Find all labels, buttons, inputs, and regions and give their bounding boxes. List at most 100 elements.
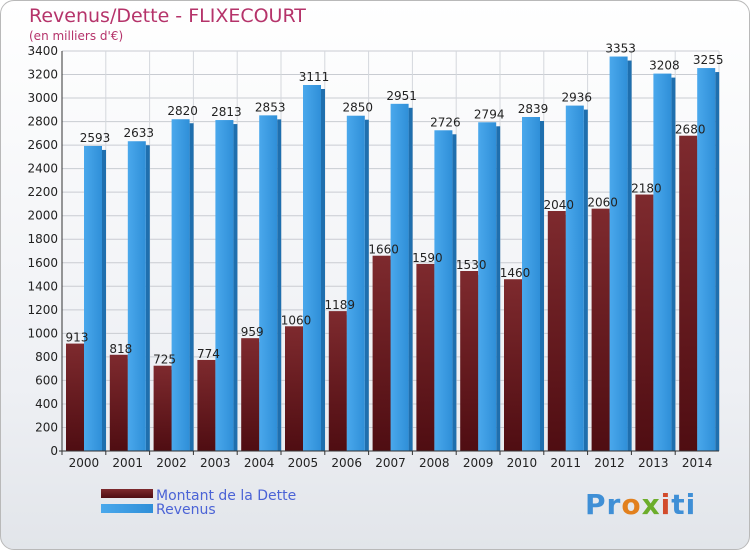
bar-dette <box>241 338 260 451</box>
bar-revenus-shadow <box>627 60 632 451</box>
data-label-revenus: 2853 <box>255 100 286 114</box>
data-label-revenus: 3208 <box>649 59 680 73</box>
x-tick-label: 2000 <box>69 456 100 470</box>
data-label-dette: 1590 <box>412 251 443 265</box>
bar-revenus <box>84 145 102 452</box>
bar-revenus <box>478 122 497 451</box>
data-label-dette: 1060 <box>281 313 312 327</box>
data-label-revenus: 2794 <box>474 107 505 121</box>
bar-revenus <box>390 103 409 451</box>
data-label-dette: 1660 <box>368 243 399 257</box>
labels-layer: 913 2593 818 2633 725 2820 774 2813 959 2853 1060 3… <box>66 42 724 367</box>
data-label-dette: 2180 <box>631 182 662 196</box>
y-tick-label: 600 <box>35 373 58 387</box>
bar-dette <box>197 359 216 451</box>
y-tick-label: 3000 <box>27 91 58 105</box>
y-tick-label: 1200 <box>27 303 58 317</box>
bar-revenus-shadow <box>364 119 369 452</box>
legend: Montant de la Dette Revenus <box>101 488 296 518</box>
bar-revenus <box>522 117 540 451</box>
bar-revenus <box>127 141 146 451</box>
y-tick-label: 2200 <box>27 185 58 199</box>
bar-revenus-shadow <box>321 89 325 451</box>
y-tick-label: 2400 <box>27 162 58 176</box>
y-tick-label: 1800 <box>27 232 58 246</box>
chart-title: Revenus/Dette - FLIXECOURT <box>29 5 306 27</box>
legend-label-revenus: Revenus <box>156 502 216 518</box>
bar-revenus-shadow <box>233 124 238 451</box>
legend-swatch-revenus <box>101 504 153 513</box>
x-tick-label: 2012 <box>594 456 625 470</box>
bar-dette <box>679 135 698 452</box>
bar-revenus-shadow <box>671 77 676 452</box>
data-label-revenus: 3255 <box>693 53 724 67</box>
bar-revenus <box>697 68 716 451</box>
axis-layer: 0 200 400 600 800 1000 1200 1400 1600 1800 2000 220… <box>27 44 719 470</box>
data-label-revenus: 2813 <box>211 105 242 119</box>
x-tick-label: 2004 <box>244 456 275 470</box>
y-tick-label: 1400 <box>27 279 58 293</box>
bar-revenus <box>346 115 365 452</box>
data-label-dette: 1530 <box>456 258 487 272</box>
x-tick-label: 2003 <box>200 456 231 470</box>
chart-subtitle: (en milliers d'€) <box>29 29 124 43</box>
y-tick-label: 2600 <box>27 138 58 152</box>
data-label-revenus: 2593 <box>80 131 111 145</box>
data-label-dette: 818 <box>109 342 132 356</box>
bar-dette <box>460 271 479 451</box>
bar-revenus-shadow <box>452 134 457 451</box>
bar-revenus <box>259 115 278 452</box>
data-label-revenus: 2951 <box>386 89 417 103</box>
bars-layer <box>66 56 720 452</box>
x-tick-label: 2001 <box>112 456 143 470</box>
x-tick-label: 2002 <box>156 456 187 470</box>
bar-dette <box>372 255 391 451</box>
x-tick-label: 2014 <box>682 456 713 470</box>
data-label-dette: 2680 <box>675 123 706 137</box>
y-tick-label: 1600 <box>27 256 58 270</box>
bar-revenus <box>215 120 234 451</box>
bar-dette <box>66 343 84 451</box>
bar-revenus-shadow <box>583 109 588 452</box>
y-tick-label: 1000 <box>27 326 58 340</box>
bar-revenus <box>609 56 628 451</box>
data-label-dette: 913 <box>66 331 89 345</box>
bar-revenus-shadow <box>540 121 544 451</box>
y-tick-label: 0 <box>50 444 58 458</box>
x-tick-label: 2006 <box>331 456 362 470</box>
bar-revenus-shadow <box>496 126 501 451</box>
proxiti-logo: Proxiti <box>585 488 697 521</box>
bar-dette <box>635 194 654 451</box>
bar-revenus-shadow <box>189 123 194 451</box>
bar-dette <box>153 365 172 451</box>
data-label-revenus: 3353 <box>605 42 636 56</box>
data-label-revenus: 2839 <box>518 102 549 116</box>
bar-revenus-shadow <box>408 107 413 451</box>
bar-revenus <box>653 73 672 452</box>
data-label-dette: 725 <box>153 353 176 367</box>
y-tick-label: 400 <box>35 397 58 411</box>
data-label-dette: 959 <box>241 325 264 339</box>
bar-dette <box>285 326 303 451</box>
y-tick-label: 3200 <box>27 68 58 82</box>
data-label-dette: 2040 <box>544 198 575 212</box>
data-label-dette: 2060 <box>587 196 618 210</box>
data-label-revenus: 2936 <box>562 91 593 105</box>
data-label-dette: 1460 <box>500 266 531 280</box>
data-label-revenus: 2820 <box>167 104 198 118</box>
x-tick-label: 2013 <box>638 456 669 470</box>
x-tick-label: 2005 <box>288 456 319 470</box>
data-label-dette: 774 <box>197 347 220 361</box>
data-label-revenus: 3111 <box>299 70 330 84</box>
y-tick-label: 2000 <box>27 209 58 223</box>
data-label-revenus: 2850 <box>343 101 374 115</box>
y-tick-label: 2800 <box>27 115 58 129</box>
data-label-revenus: 2726 <box>430 115 461 129</box>
bar-revenus <box>565 105 584 452</box>
bar-dette <box>591 208 610 451</box>
bar-dette <box>109 354 128 451</box>
data-label-revenus: 2633 <box>124 126 155 140</box>
bar-revenus <box>434 130 453 451</box>
